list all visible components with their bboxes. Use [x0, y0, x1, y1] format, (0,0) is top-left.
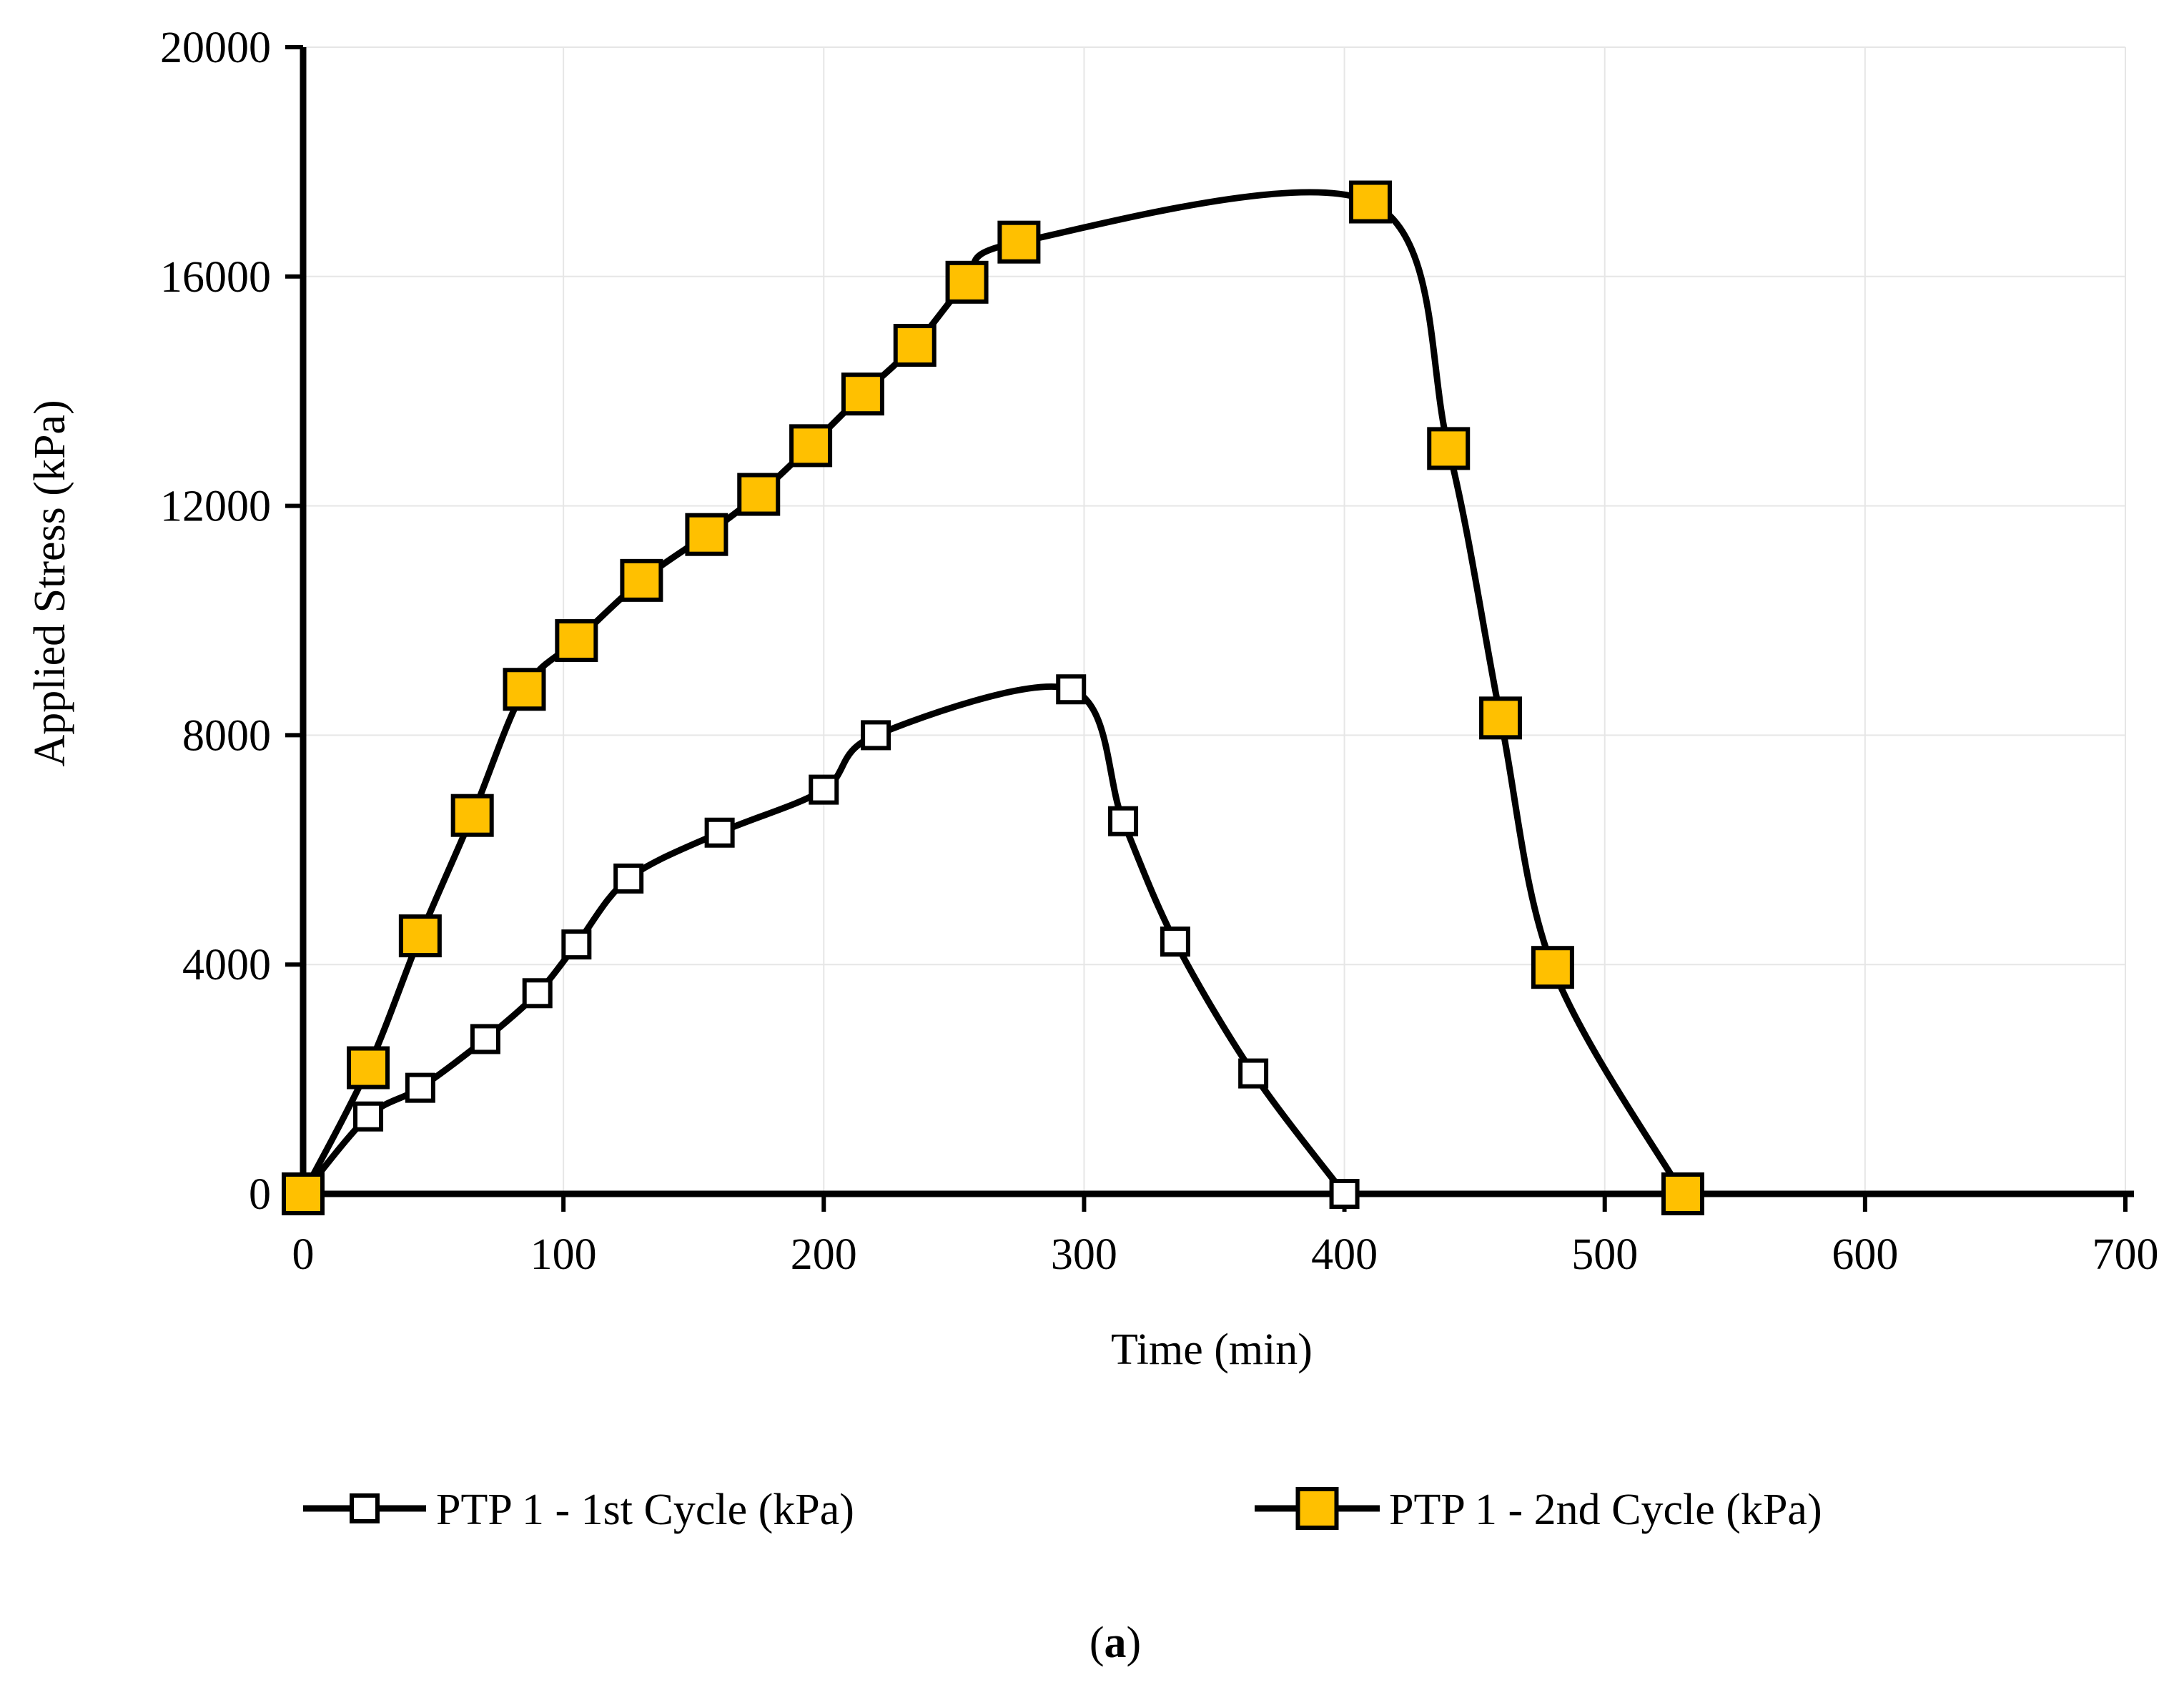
- data-point-series-2: [1427, 427, 1471, 470]
- data-point-series-2: [347, 1046, 390, 1089]
- data-point-series-2: [450, 794, 494, 837]
- y-tick-label: 12000: [160, 483, 271, 531]
- data-point-series-2: [1348, 180, 1392, 224]
- data-point-series-2: [503, 668, 546, 711]
- legend-marker-1: [350, 1493, 380, 1523]
- x-tick-label: 0: [292, 1230, 315, 1279]
- x-tick-label: 400: [1311, 1230, 1378, 1279]
- x-tick-label: 300: [1051, 1230, 1117, 1279]
- data-point-series-1: [522, 978, 553, 1009]
- x-tick-label: 500: [1571, 1230, 1638, 1279]
- caption-open-paren: (: [1089, 1619, 1105, 1667]
- legend-label-1: PTP 1 - 1st Cycle (kPa): [436, 1486, 854, 1534]
- caption-letter: a: [1105, 1619, 1127, 1667]
- x-tick-label: 600: [1832, 1230, 1898, 1279]
- data-point-series-1: [1329, 1179, 1360, 1209]
- y-tick-label: 8000: [182, 711, 271, 760]
- legend-marker-2: [1295, 1487, 1339, 1530]
- y-axis-label: Applied Stress (kPa): [26, 400, 74, 766]
- data-point-series-1: [405, 1072, 435, 1103]
- data-point-series-1: [561, 929, 592, 960]
- data-point-series-1: [704, 817, 735, 848]
- data-point-series-2: [997, 220, 1041, 264]
- data-point-series-1: [613, 863, 644, 894]
- y-tick-label: 4000: [182, 941, 271, 989]
- data-point-series-2: [555, 619, 598, 663]
- y-tick-label: 0: [249, 1170, 271, 1219]
- data-point-series-1: [1108, 806, 1139, 836]
- gridlines: [303, 46, 2126, 1194]
- data-point-series-2: [282, 1172, 325, 1215]
- data-point-series-2: [1661, 1172, 1704, 1215]
- legend-label-2: PTP 1 - 2nd Cycle (kPa): [1389, 1486, 1822, 1534]
- tick-labels: 0 4000 8000 12000 16000 20000 0 100 200 300 400 500…: [160, 24, 2159, 1279]
- data-point-series-1: [1056, 674, 1087, 705]
- caption-close-paren: ): [1127, 1619, 1142, 1667]
- y-tick-label: 16000: [160, 253, 271, 302]
- data-point-series-2: [1531, 946, 1574, 989]
- series-markers: [282, 180, 1704, 1215]
- data-point-series-2: [685, 513, 728, 556]
- data-point-series-2: [841, 372, 884, 416]
- data-point-series-1: [809, 774, 839, 805]
- data-point-series-1: [1160, 926, 1190, 957]
- figure-caption: (a): [1089, 1619, 1141, 1667]
- data-point-series-1: [861, 720, 891, 751]
- data-point-series-2: [789, 424, 833, 468]
- y-tick-label: 20000: [160, 24, 271, 72]
- x-tick-label: 100: [530, 1230, 597, 1279]
- data-point-series-2: [737, 473, 781, 516]
- data-point-series-1: [470, 1024, 500, 1054]
- data-point-series-2: [945, 260, 989, 304]
- x-axis-label: Time (min): [1111, 1325, 1313, 1374]
- legend: PTP 1 - 1st Cycle (kPa) PTP 1 - 2nd Cycle…: [303, 1486, 1822, 1534]
- data-point-series-2: [398, 914, 442, 958]
- data-point-series-2: [893, 324, 937, 367]
- data-point-series-2: [620, 558, 663, 602]
- data-point-series-1: [353, 1101, 384, 1132]
- x-tick-label: 200: [791, 1230, 857, 1279]
- data-point-series-1: [1238, 1058, 1269, 1089]
- data-point-series-2: [1479, 696, 1523, 740]
- x-tick-label: 700: [2092, 1230, 2159, 1279]
